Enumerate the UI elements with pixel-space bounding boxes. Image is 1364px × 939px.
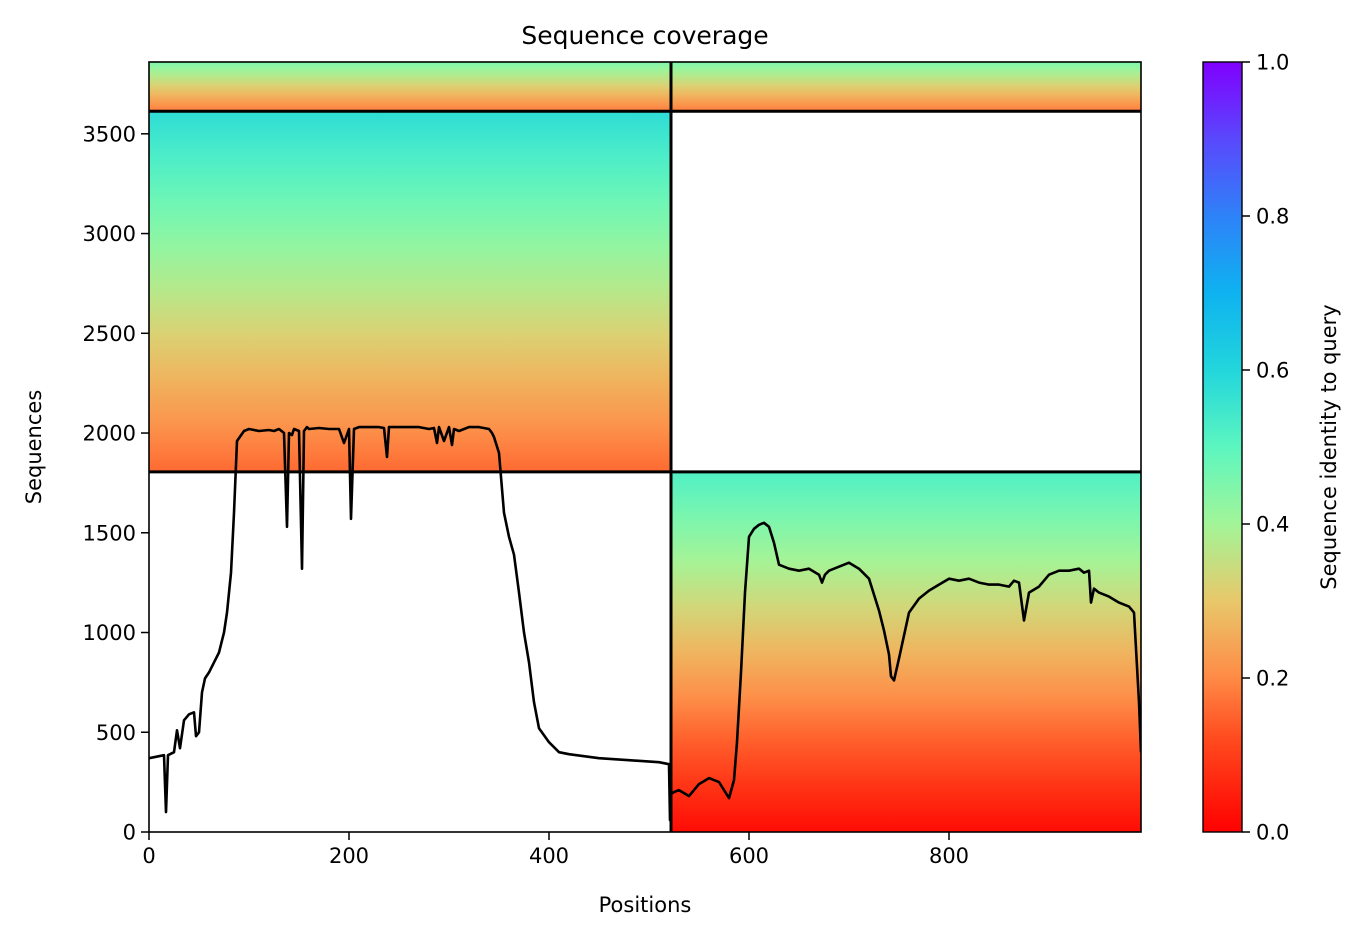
colorbar-tick-label: 0.4 [1256, 513, 1289, 537]
colorbar-tick-label: 0.6 [1256, 359, 1289, 383]
chart-title: Sequence coverage [521, 21, 768, 50]
y-tick-label: 1000 [83, 621, 136, 645]
x-tick-label: 200 [329, 844, 369, 868]
x-tick-label: 600 [729, 844, 769, 868]
x-tick-label: 400 [529, 844, 569, 868]
y-tick-label: 2500 [83, 322, 136, 346]
y-tick-label: 3500 [83, 122, 136, 146]
coverage-block [671, 62, 1141, 112]
coverage-line-group [149, 425, 1141, 822]
plot-frame [148, 61, 1142, 833]
colorbar-tick-label: 0.2 [1256, 667, 1289, 691]
colorbar [1202, 61, 1243, 833]
x-axis: 0 200 400 600 800 [142, 832, 969, 868]
y-tick-label: 3000 [83, 222, 136, 246]
y-tick-label: 2000 [83, 422, 136, 446]
colorbar-tick-label: 1.0 [1256, 51, 1289, 75]
y-axis-label: Sequences [22, 390, 46, 505]
colorbar-tick-label: 0.0 [1256, 821, 1289, 845]
coverage-block [149, 111, 671, 472]
x-axis-label: Positions [599, 893, 692, 917]
y-tick-label: 500 [96, 721, 136, 745]
coverage-heatmap [149, 62, 1141, 832]
y-tick-label: 1500 [83, 521, 136, 545]
colorbar-label: Sequence identity to query [1317, 304, 1341, 589]
block-boundaries [149, 62, 1141, 832]
y-axis: 0 500 1000 1500 2000 2500 3000 3500 [83, 122, 149, 845]
y-tick-label: 0 [123, 821, 136, 845]
x-tick-label: 800 [929, 844, 969, 868]
coverage-block [671, 471, 1141, 832]
x-tick-label: 0 [142, 844, 155, 868]
colorbar-axis: 0.0 0.2 0.4 0.6 0.8 1.0 [1242, 51, 1289, 845]
coverage-block [149, 62, 671, 112]
colorbar-tick-label: 0.8 [1256, 205, 1289, 229]
coverage-line [149, 425, 1141, 822]
